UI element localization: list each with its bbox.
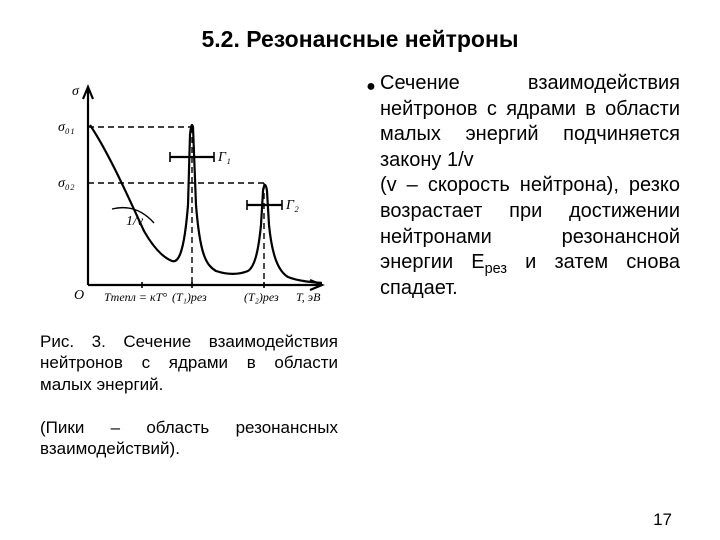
origin-label: O — [74, 288, 84, 303]
figure-caption: Рис. 3. Сечение взаимодействия нейтронов… — [40, 331, 338, 395]
y-tick-label-s01: σ₀₁ — [58, 120, 75, 135]
gamma2-label: Γ₂ — [285, 198, 299, 213]
bullet-icon: ● — [362, 71, 380, 301]
x-axis-label: T, эВ — [296, 290, 321, 304]
content-columns: σ σ₀₁ σ₀₂ 1/v Γ₁ — [40, 71, 680, 459]
section-title: 5.2. Резонансные нейтроны — [40, 26, 680, 53]
bullet-text-a: Сечение взаимодействия нейтронов с ядрам… — [380, 72, 680, 171]
bullet-text: Сечение взаимодействия нейтронов с ядрам… — [380, 71, 680, 301]
right-column: ● Сечение взаимодействия нейтронов с ядр… — [362, 71, 680, 459]
figure-note: (Пики – область резонансных взаимодейств… — [40, 417, 338, 460]
gamma1-label: Γ₁ — [217, 150, 231, 165]
figure-resonance-chart: σ σ₀₁ σ₀₂ 1/v Γ₁ — [40, 75, 338, 321]
page-number: 17 — [653, 510, 672, 530]
body-bullet: ● Сечение взаимодействия нейтронов с ядр… — [362, 71, 680, 301]
y-tick-label-s02: σ₀₂ — [58, 176, 75, 191]
x-tick-label-2: (T₁)рез — [172, 290, 207, 304]
x-tick-label-3: (T₂)рез — [244, 290, 279, 304]
x-tick-label-1: Tтепл = кT° — [104, 290, 167, 304]
left-column: σ σ₀₁ σ₀₂ 1/v Γ₁ — [40, 71, 338, 459]
bullet-sub: рез — [485, 261, 507, 277]
y-axis-label: σ — [72, 84, 80, 99]
